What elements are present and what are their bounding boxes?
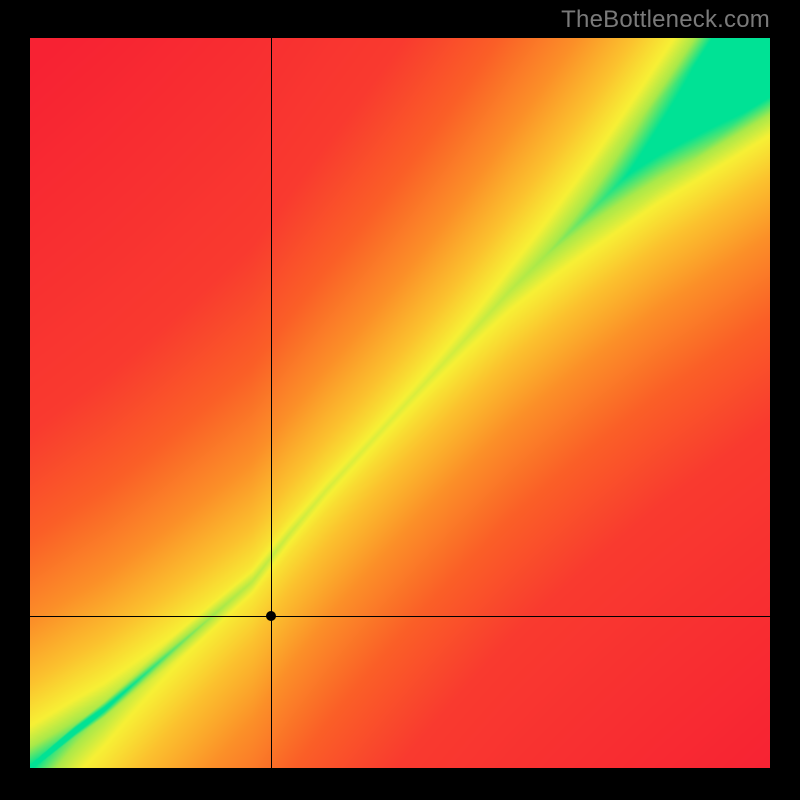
crosshair-vertical [271,38,272,768]
chart-frame: TheBottleneck.com [0,0,800,800]
heatmap-plot [30,38,770,768]
crosshair-horizontal [30,616,770,617]
crosshair-point [266,611,276,621]
watermark-text: TheBottleneck.com [561,6,770,34]
heatmap-canvas [30,38,770,768]
